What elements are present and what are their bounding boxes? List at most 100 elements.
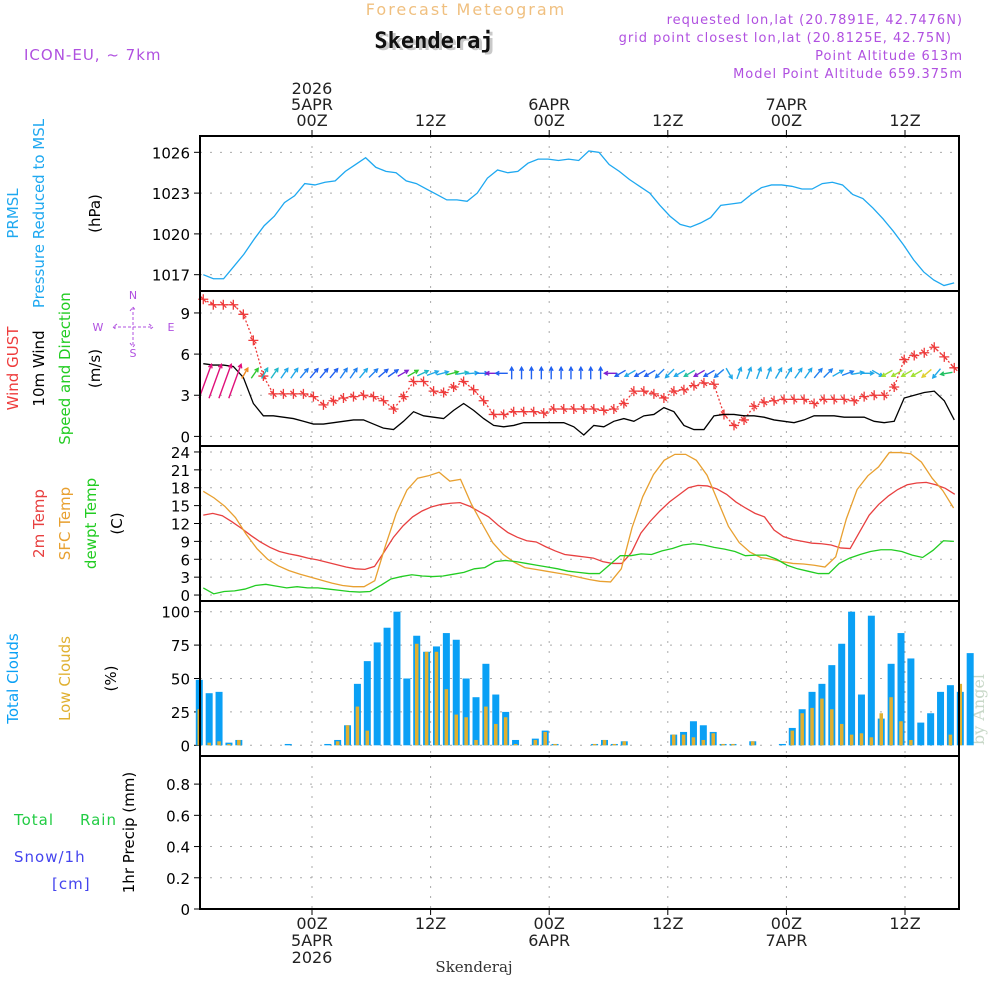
wind-arrow <box>329 368 339 379</box>
wind-arrow <box>260 367 269 379</box>
total-clouds-bar <box>857 694 865 746</box>
xtick-top-label: 6APR <box>528 95 570 114</box>
ytick-label: 6 <box>180 551 190 569</box>
gust-marker <box>789 394 800 405</box>
footer-location: Skenderaj <box>435 958 512 976</box>
wind-arrow-head <box>910 372 916 378</box>
wind-arrow-head <box>303 367 309 373</box>
xtick-top-label: 12Z <box>889 111 920 130</box>
wind-arrow-head <box>464 370 470 376</box>
point-altitude: Point Altitude 613m <box>815 49 963 64</box>
compass-e: E <box>168 321 175 334</box>
gust-marker <box>288 388 299 399</box>
wind-arrow <box>614 369 626 377</box>
wind-arrow-head <box>383 368 389 374</box>
wind-arrow <box>794 367 803 379</box>
wind-arrow-head <box>787 366 793 373</box>
low-clouds-bar <box>365 730 370 746</box>
total-clouds-bar <box>462 678 470 746</box>
total-clouds-bar <box>689 721 697 746</box>
ytick-label: 1020 <box>152 226 190 244</box>
total-clouds-bar <box>927 713 935 746</box>
gust-marker <box>348 391 359 402</box>
wind-arrow-head <box>664 373 670 379</box>
wind-arrow <box>339 367 348 379</box>
gust-marker <box>658 392 669 403</box>
wind-arrow-head <box>548 365 554 372</box>
wind-arrow-head <box>274 367 279 373</box>
low-clouds-bar <box>859 733 864 746</box>
wind-arrow <box>756 367 762 380</box>
wind-arrow-head <box>767 366 772 372</box>
low-clouds-bar <box>553 743 557 746</box>
wind-arrow-head <box>692 372 699 378</box>
gust-marker <box>328 395 339 406</box>
panel-label: (C) <box>108 512 126 534</box>
gust-marker <box>448 382 459 393</box>
wind-arrow-head <box>880 372 887 378</box>
panel-label: PRMSL <box>4 188 22 239</box>
xtick-top-label: 5APR <box>291 95 333 114</box>
wind-arrow-head <box>283 367 289 373</box>
xtick-top-label: 00Z <box>296 111 327 130</box>
wind-arrow <box>871 369 883 377</box>
ytick-label: 1026 <box>152 144 190 162</box>
wind-arrow <box>436 371 449 376</box>
ytick-label: 0 <box>180 737 190 755</box>
gust-marker <box>608 403 619 414</box>
ytick-label: 0 <box>180 587 190 605</box>
total-clouds-bar <box>848 611 856 746</box>
gust-marker <box>208 299 219 310</box>
xtick-top-label: 2026 <box>292 79 333 98</box>
low-clouds-bar <box>414 643 419 746</box>
wind-arrow <box>746 367 752 380</box>
low-clouds-bar <box>484 706 488 746</box>
wind-arrow-head <box>921 373 927 379</box>
ytick-label: 50 <box>171 671 190 689</box>
low-clouds-bar <box>533 739 538 746</box>
low-clouds-bar <box>503 717 508 746</box>
low-clouds-bar <box>335 741 340 746</box>
ytick-label: 9 <box>180 533 190 551</box>
wind-arrow <box>218 364 232 399</box>
gust-marker <box>318 399 329 410</box>
gust-marker <box>668 386 679 397</box>
gust-marker <box>929 342 940 353</box>
gust-marker <box>498 409 509 420</box>
location-title-main: Skenderaj <box>374 29 493 54</box>
low-clouds-bar <box>810 707 814 746</box>
gust-marker <box>378 395 389 406</box>
wind-arrow <box>832 369 844 377</box>
wind-arrow <box>299 368 309 379</box>
total-clouds-bar <box>937 691 945 746</box>
wind-arrow <box>765 367 772 380</box>
wind-arrow-head <box>869 370 875 376</box>
xtick-bottom-label: 12Z <box>652 914 683 933</box>
panel-label: Speed and Direction <box>56 292 74 445</box>
low-clouds-bar <box>434 651 439 746</box>
gust-marker <box>919 347 930 358</box>
gust-marker <box>849 395 860 406</box>
low-clouds-bar <box>820 698 824 746</box>
total-clouds-bar <box>284 743 292 746</box>
panel-label: (%) <box>102 666 120 692</box>
wind-arrow-head <box>817 367 823 373</box>
gust-marker <box>228 299 239 310</box>
total-clouds-bar <box>917 722 925 746</box>
wind-arrow-head <box>484 370 490 376</box>
wind-arrow <box>208 364 222 399</box>
xtick-top-label: 00Z <box>771 111 802 130</box>
gust-marker <box>428 386 439 397</box>
low-clouds-bar <box>612 743 617 746</box>
low-clouds-bar <box>731 743 735 746</box>
total-clouds-bar <box>452 639 460 746</box>
xtick-bottom-label: 12Z <box>415 914 446 933</box>
gust-marker <box>819 394 830 405</box>
wind-arrow-head <box>538 365 544 372</box>
chart-title: Forecast Meteogram <box>366 0 566 19</box>
low-clouds-bar <box>711 733 715 746</box>
wind-arrow-head <box>519 365 525 372</box>
gust-marker <box>678 384 689 395</box>
xtick-bottom-label: 2026 <box>292 948 333 967</box>
